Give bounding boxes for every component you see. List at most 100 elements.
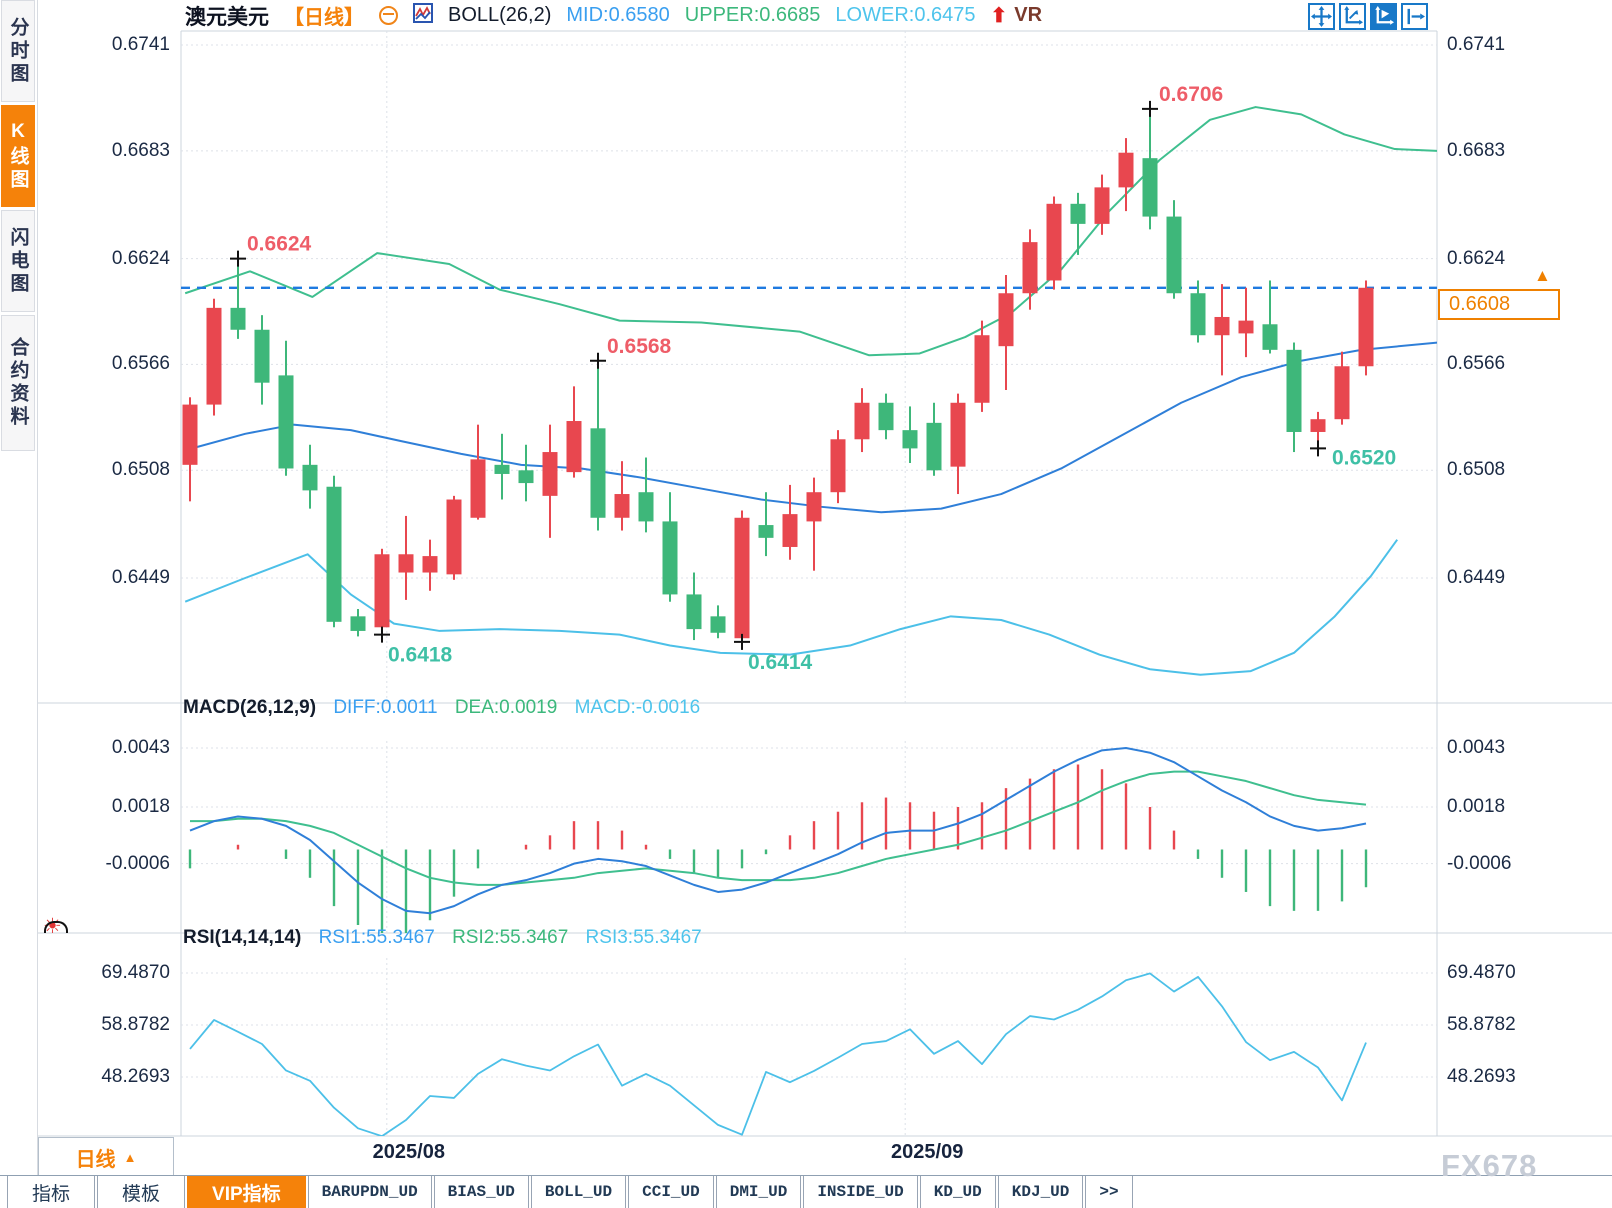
- candle-body: [686, 594, 702, 630]
- candle-body: [638, 492, 654, 522]
- rsi-name: RSI(14,14,14): [183, 927, 302, 948]
- candle-body: [542, 452, 558, 496]
- rsi-panel-title: RSI(14,14,14) RSI1:55.3467 RSI2:55.3467 …: [183, 927, 702, 949]
- macd-plot: [188, 764, 1368, 933]
- bottom-tab-7[interactable]: DMI_UD: [715, 1176, 802, 1208]
- candle-body: [1094, 187, 1110, 224]
- curve: [189, 972, 1367, 1136]
- axis-label: 0.6683: [1447, 139, 1506, 161]
- axis-label: 0.0043: [111, 737, 170, 758]
- axis-label: 58.8782: [1447, 1013, 1516, 1035]
- axis-label: 69.4870: [1447, 962, 1516, 983]
- candle-body: [734, 517, 750, 639]
- candle-body: [1286, 349, 1302, 432]
- curve: [190, 770, 1367, 886]
- candle-body: [398, 554, 414, 573]
- boll-lower-value: LOWER:0.6475: [835, 4, 976, 26]
- candle-body: [230, 307, 246, 330]
- candle-body: [1142, 158, 1158, 217]
- axis-label: 0.6566: [111, 353, 170, 375]
- period-dropdown-arrow-icon: ▲: [123, 1149, 137, 1165]
- indicator-name: BOLL(26,2): [448, 4, 552, 26]
- candle-body: [326, 486, 342, 622]
- axis-label: 0.6508: [111, 459, 170, 481]
- rsi1-value: RSI1:55.3467: [318, 927, 435, 948]
- pan-icon[interactable]: [1308, 3, 1335, 30]
- price-annotation: 0.6414: [748, 651, 813, 674]
- candle-body: [1190, 293, 1206, 336]
- sidebar-tab-3[interactable]: 合约资料: [1, 315, 35, 451]
- curve: [184, 106, 1437, 357]
- indicator-tab-bar: 指标 模板 VIP指标 BARUPDN_UD BIAS_UD BOLL_UD CCI_UD D…: [0, 1175, 1612, 1208]
- rsi3-value: RSI3:55.3467: [585, 927, 702, 948]
- price-annotation: 0.6706: [1159, 83, 1223, 106]
- sidebar-tab-0[interactable]: 分时图: [1, 0, 35, 102]
- bottom-tab-6[interactable]: CCI_UD: [628, 1176, 714, 1208]
- candle-body: [302, 464, 318, 491]
- axis-label: 48.2693: [101, 1066, 170, 1087]
- axis-label: 0.6683: [111, 139, 170, 161]
- candle-body: [278, 375, 294, 469]
- candle-body: [1070, 203, 1086, 224]
- candle-body: [206, 307, 222, 405]
- bottom-tab-3[interactable]: BARUPDN_UD: [307, 1176, 432, 1208]
- candle-body: [854, 402, 870, 440]
- bottom-tab-5[interactable]: BOLL_UD: [530, 1176, 627, 1208]
- collapse-minus-icon[interactable]: [379, 6, 398, 25]
- bottom-tab-8[interactable]: INSIDE_UD: [803, 1176, 918, 1208]
- candle-body: [998, 293, 1014, 347]
- candle-body: [1022, 242, 1038, 294]
- candle-body: [422, 556, 438, 573]
- price-annotation: 0.6568: [607, 335, 672, 358]
- bottom-tab-11[interactable]: >>: [1085, 1176, 1133, 1208]
- axis-label: 0.6566: [1447, 353, 1506, 375]
- candle-body: [926, 422, 942, 471]
- candle-body: [566, 421, 582, 473]
- auto-scale-icon[interactable]: [1370, 3, 1397, 30]
- sidebar-tab-2[interactable]: 闪电图: [1, 210, 35, 312]
- period-selector[interactable]: 日线 ▲: [38, 1137, 174, 1177]
- curve: [184, 539, 1399, 676]
- last-price-marker: 0.6608: [1438, 289, 1560, 320]
- price-up-arrow-icon: ▲: [1534, 266, 1551, 285]
- candle-body: [1262, 324, 1278, 350]
- price-annotation: 0.6418: [388, 644, 453, 667]
- macd-dea-value: DEA:0.0019: [454, 697, 558, 718]
- bottom-tab-0[interactable]: 指标: [7, 1176, 96, 1208]
- candle-body: [1118, 152, 1134, 188]
- axis-label: 0.6624: [1447, 247, 1506, 269]
- bottom-tab-9[interactable]: KD_UD: [919, 1176, 996, 1208]
- axis-label: -0.0006: [105, 852, 170, 874]
- bottom-tab-1[interactable]: 模板: [97, 1176, 186, 1208]
- x-axis-date-label: 2025/08: [372, 1141, 445, 1163]
- shift-right-icon[interactable]: [1401, 3, 1428, 30]
- candles: [182, 108, 1374, 642]
- axis-label: 0.6449: [1447, 567, 1506, 588]
- candle-body: [902, 430, 918, 449]
- bottom-tab-2[interactable]: VIP指标: [187, 1176, 306, 1208]
- candle-body: [1334, 366, 1350, 420]
- vr-label[interactable]: VR: [1014, 4, 1043, 26]
- axis-label: 0.0018: [1447, 796, 1506, 817]
- price-marker-cross: [1310, 440, 1326, 457]
- candle-body: [350, 616, 366, 631]
- candle-body: [830, 439, 846, 493]
- bottom-tab-4[interactable]: BIAS_UD: [433, 1176, 529, 1208]
- candle-body: [374, 554, 390, 628]
- curve: [184, 341, 1437, 514]
- axis-label: 0.6741: [1447, 34, 1506, 55]
- axis-label: 0.6508: [1447, 459, 1506, 481]
- price-marker-cross: [590, 352, 606, 369]
- axis-label: 0.0018: [111, 796, 170, 817]
- axis-label: 0.6741: [111, 34, 170, 55]
- bottom-tab-10[interactable]: KDJ_UD: [997, 1176, 1084, 1208]
- axis-label: 0.6449: [111, 567, 170, 588]
- indicator-chart-icon: [413, 3, 433, 28]
- axis-scale-icon[interactable]: [1339, 3, 1366, 30]
- x-axis-date-label: 2025/09: [891, 1141, 964, 1163]
- axis-label: 48.2693: [1447, 1066, 1516, 1087]
- macd-name: MACD(26,12,9): [183, 697, 317, 718]
- sidebar-tab-1[interactable]: K线图: [1, 105, 35, 207]
